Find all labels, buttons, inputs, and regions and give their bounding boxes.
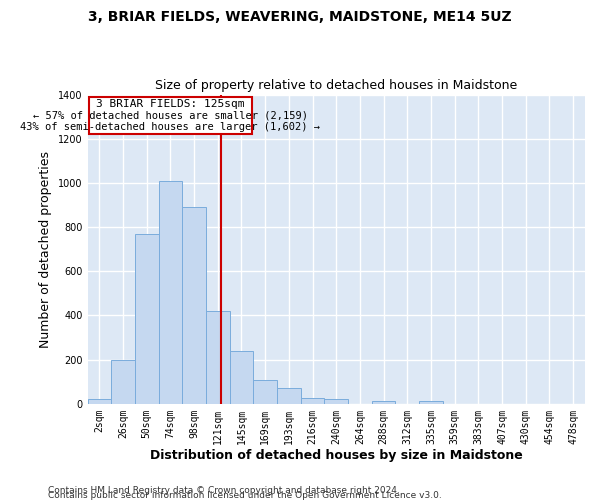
X-axis label: Distribution of detached houses by size in Maidstone: Distribution of detached houses by size … — [150, 450, 523, 462]
Bar — [277, 388, 301, 404]
Y-axis label: Number of detached properties: Number of detached properties — [40, 150, 52, 348]
Text: 43% of semi-detached houses are larger (1,602) →: 43% of semi-detached houses are larger (… — [20, 122, 320, 132]
Text: ← 57% of detached houses are smaller (2,159): ← 57% of detached houses are smaller (2,… — [33, 110, 308, 120]
FancyBboxPatch shape — [89, 97, 252, 134]
Bar — [419, 400, 443, 404]
Bar — [230, 351, 253, 404]
Bar — [325, 400, 348, 404]
Bar — [253, 380, 277, 404]
Bar — [182, 207, 206, 404]
Bar — [372, 400, 395, 404]
Bar — [111, 360, 135, 404]
Text: 3 BRIAR FIELDS: 125sqm: 3 BRIAR FIELDS: 125sqm — [96, 100, 245, 110]
Text: Contains public sector information licensed under the Open Government Licence v3: Contains public sector information licen… — [48, 491, 442, 500]
Bar — [206, 311, 230, 404]
Text: 3, BRIAR FIELDS, WEAVERING, MAIDSTONE, ME14 5UZ: 3, BRIAR FIELDS, WEAVERING, MAIDSTONE, M… — [88, 10, 512, 24]
Bar — [135, 234, 158, 404]
Title: Size of property relative to detached houses in Maidstone: Size of property relative to detached ho… — [155, 79, 517, 92]
Text: Contains HM Land Registry data © Crown copyright and database right 2024.: Contains HM Land Registry data © Crown c… — [48, 486, 400, 495]
Bar — [158, 180, 182, 404]
Bar — [88, 400, 111, 404]
Bar — [301, 398, 325, 404]
